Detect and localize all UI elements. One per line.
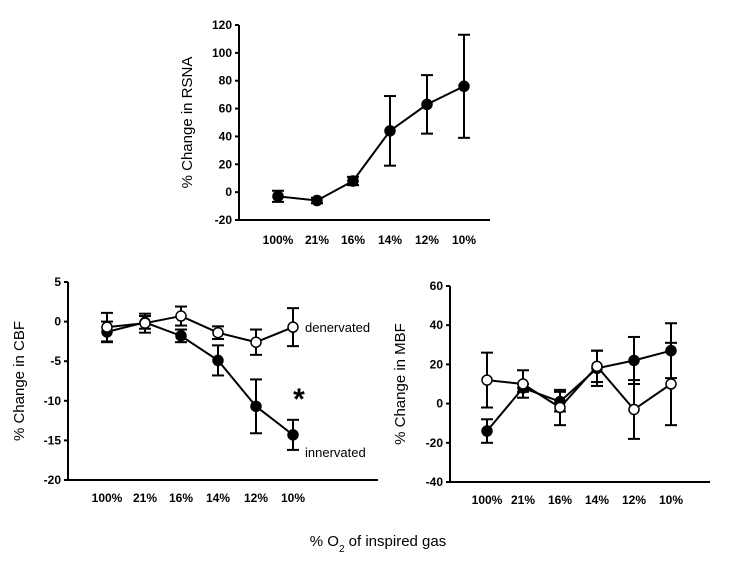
data-point — [481, 425, 493, 437]
x-tick-label: 12% — [244, 491, 268, 505]
y-tick-label: -40 — [426, 475, 444, 489]
series-open — [481, 341, 677, 440]
y-tick-label: 0 — [225, 185, 232, 199]
data-point — [272, 190, 284, 203]
data-point — [665, 378, 677, 390]
x-tick-label: 14% — [585, 493, 609, 507]
panel-cbf: -20 -15 -10 -5 0 5 100% 21% 16% 14% 12% 10% % Change… — [11, 275, 378, 505]
data-point — [517, 378, 529, 390]
data-point — [250, 336, 262, 348]
data-point — [212, 326, 224, 339]
data-point — [421, 98, 433, 111]
y-tick-label: 100 — [212, 46, 232, 60]
data-point — [139, 317, 151, 329]
y-tick-label: 5 — [54, 275, 61, 289]
panel-mbf: -40 -20 0 20 40 60 100% 21% 16% 14% 12% 10% % Change… — [392, 279, 710, 507]
data-point — [628, 403, 640, 416]
data-point — [175, 330, 187, 342]
y-tick-label: -5 — [50, 354, 61, 368]
y-tick-label: 80 — [219, 74, 233, 88]
y-tick-label: -20 — [215, 213, 233, 227]
y-tick-label: 40 — [219, 129, 233, 143]
x-tick-label: 14% — [378, 233, 402, 247]
series-label-innervated: innervated — [305, 445, 366, 460]
series-line — [277, 85, 465, 202]
y-tick-label: 20 — [219, 157, 233, 171]
y-tick-label: 60 — [219, 102, 233, 116]
x-tick-label: 12% — [622, 493, 646, 507]
data-point — [628, 354, 640, 367]
y-tick-label: -15 — [44, 433, 62, 447]
series-line — [486, 349, 672, 432]
panel-rsna: -20 0 20 40 60 80 100 120 100% 21% 16% 14% 12% 10% % C… — [179, 18, 490, 247]
x-tick-label: 21% — [511, 493, 535, 507]
y-tick-label: -20 — [426, 436, 444, 450]
data-point — [311, 194, 323, 207]
x-tick-label: 100% — [263, 233, 294, 247]
y-tick-label: 0 — [436, 397, 443, 411]
x-tick-label: 10% — [659, 493, 683, 507]
x-tick-label: 10% — [281, 491, 305, 505]
data-point — [287, 321, 299, 333]
x-tick-label: 100% — [472, 493, 503, 507]
series-filled — [272, 33, 470, 207]
series-denervated: denervated — [101, 305, 370, 356]
y-axis-label: % Change in MBF — [392, 323, 409, 445]
data-point — [250, 400, 262, 413]
data-point — [458, 80, 470, 93]
y-tick-label: -10 — [44, 394, 62, 408]
series-innervated: innervated — [101, 315, 366, 460]
series-line — [486, 364, 672, 411]
shared-x-axis-label: % O2 of inspired gas — [310, 533, 446, 555]
y-tick-label: 60 — [430, 279, 444, 293]
data-point — [591, 360, 603, 373]
y-tick-label: 0 — [54, 315, 61, 329]
series-label-denervated: denervated — [305, 320, 370, 335]
y-axis-label: % Change in RSNA — [179, 57, 196, 189]
data-point — [212, 354, 224, 367]
x-tick-label: 21% — [305, 233, 329, 247]
y-axis-label: % Change in CBF — [11, 321, 28, 441]
significance-asterisk: * — [293, 383, 305, 416]
data-point — [384, 125, 396, 137]
y-tick-label: -20 — [44, 473, 62, 487]
data-point — [101, 321, 113, 333]
x-tick-label: 100% — [92, 491, 123, 505]
data-point — [347, 175, 359, 187]
data-point — [554, 401, 566, 414]
y-tick-label: 40 — [430, 318, 444, 332]
data-point — [481, 374, 493, 386]
x-tick-label: 16% — [341, 233, 365, 247]
x-tick-label: 10% — [452, 233, 476, 247]
y-tick-label: 120 — [212, 18, 232, 32]
series-line — [106, 315, 294, 344]
y-tick-label: 20 — [430, 357, 444, 371]
x-tick-label: 21% — [133, 491, 157, 505]
x-tick-label: 16% — [169, 491, 193, 505]
x-tick-label: 14% — [206, 491, 230, 505]
x-tick-label: 12% — [415, 233, 439, 247]
data-point — [175, 310, 187, 322]
data-point — [287, 429, 299, 441]
x-tick-label: 16% — [548, 493, 572, 507]
